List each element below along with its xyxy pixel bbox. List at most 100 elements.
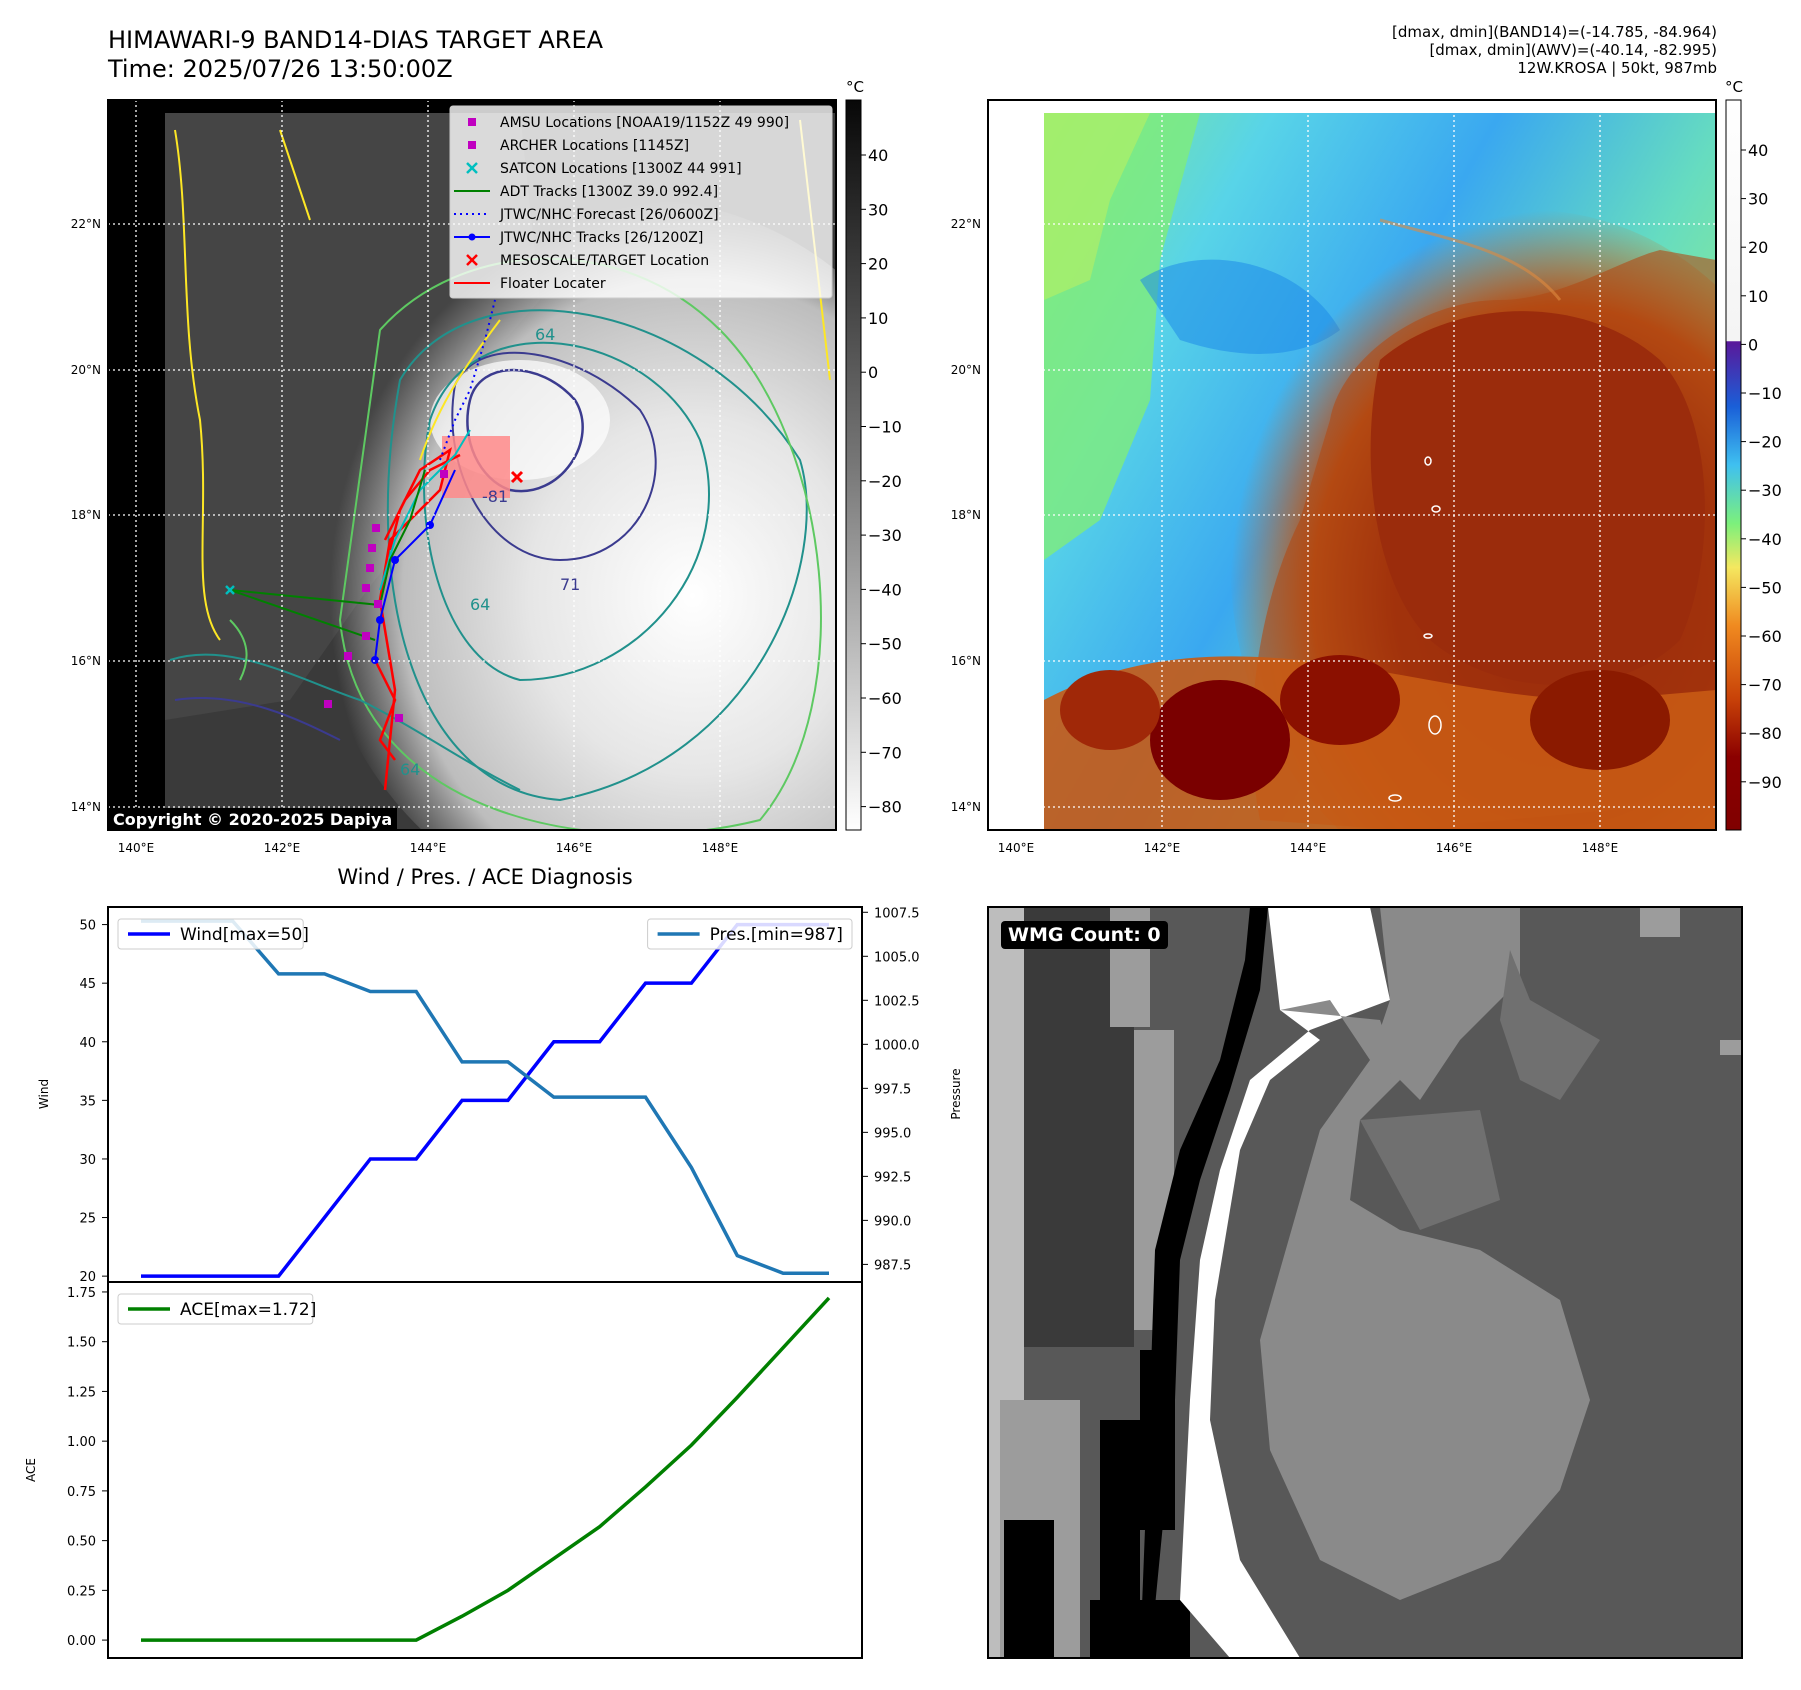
colorbar-tick-label: −70 (868, 743, 902, 762)
lon-tick-label: 146°E (556, 841, 593, 855)
colorbar-tick-label: 20 (868, 255, 888, 274)
pressure-axis-label: Pressure (949, 1068, 963, 1119)
y-tick-label: 45 (79, 977, 96, 992)
colorbar-unit: °C (1725, 78, 1743, 96)
diagnosis-title: Wind / Pres. / ACE Diagnosis (337, 865, 632, 889)
colorbar-tick-label: −70 (1748, 676, 1782, 695)
legend-label: ARCHER Locations [1145Z] (500, 138, 689, 154)
y-tick-label: 0.00 (67, 1634, 96, 1649)
y-right-tick-label: 990.0 (874, 1214, 911, 1229)
legend-label: JTWC/NHC Forecast [26/0600Z] (499, 207, 719, 223)
y-tick-label: 0.75 (67, 1485, 96, 1500)
colorbar-tick-label: 10 (1748, 287, 1768, 306)
legend-marker (468, 141, 476, 149)
y-right-tick-label: 1002.5 (874, 994, 920, 1009)
lon-tick-label: 144°E (1290, 841, 1327, 855)
colorbar-unit: °C (846, 78, 864, 96)
colorbar-tick-label: −20 (868, 472, 902, 491)
colorbar-tick-label: −30 (868, 526, 902, 545)
colorbar-tick-label: 0 (868, 363, 878, 382)
lon-tick-label: 144°E (410, 841, 447, 855)
series-line-0 (141, 922, 829, 1278)
lat-tick-label: 14°N (951, 800, 981, 814)
y-tick-label: 50 (79, 919, 96, 934)
lon-tick-label: 140°E (998, 841, 1035, 855)
ir-colorbar: °C 40 30 20 10 0 −10 −20 −30 −40 −50 −60 −70 −80 (845, 78, 902, 831)
map-legend: AMSU Locations [NOAA19/1152Z 49 990] ARCH… (449, 105, 833, 299)
map-axis-ticks: 140°E 142°E 144°E 146°E 148°E 22°N 20°N 18°N 16°… (71, 217, 1619, 855)
y-tick-label: 1.00 (67, 1435, 96, 1450)
legend-marker (466, 254, 478, 266)
y-tick-label: 25 (79, 1212, 96, 1227)
colorbar-tick-label: 30 (1748, 190, 1768, 209)
wind-axis-label: Wind (37, 1079, 51, 1109)
legend-marker (466, 162, 478, 174)
legend-label: Floater Locater (500, 276, 606, 292)
lon-tick-label: 148°E (702, 841, 739, 855)
lon-tick-label: 148°E (1582, 841, 1619, 855)
y-tick-label: 30 (79, 1153, 96, 1168)
y-right-tick-label: 1007.5 (874, 906, 920, 921)
colorbar-tick-label: −10 (1748, 384, 1782, 403)
wmg-count-badge: WMG Count: 0 (1001, 921, 1168, 949)
colorbar-tick-label: −40 (1748, 530, 1782, 549)
colorbar-tick-label: −50 (868, 635, 902, 654)
series-line-0 (141, 1296, 831, 1642)
contour-label: -81 (482, 487, 508, 506)
lat-tick-label: 16°N (71, 654, 101, 668)
chart-legend (117, 918, 304, 950)
legend-label: MESOSCALE/TARGET Location (500, 253, 709, 269)
y-tick-label: 0.50 (67, 1535, 96, 1550)
lat-tick-label: 22°N (71, 217, 101, 231)
lat-tick-label: 14°N (71, 800, 101, 814)
y-right-tick-label: 995.0 (874, 1126, 911, 1141)
lon-tick-label: 140°E (118, 841, 155, 855)
lon-tick-label: 146°E (1436, 841, 1473, 855)
wmg-panel (988, 907, 1742, 1658)
legend-marker (468, 233, 476, 241)
y-tick-label: 20 (79, 1270, 96, 1285)
chart-legend-label: Pres.[min=987] (710, 925, 843, 945)
storm-info: 12W.KROSA | 50kt, 987mb (1517, 59, 1717, 77)
y-right-tick-label: 987.5 (874, 1258, 911, 1273)
lat-tick-label: 18°N (951, 508, 981, 522)
wind-pressure-chart: 20 25 30 35 40 45 50 987.5 990.0 992.5 995.0 997.5 1… (37, 906, 963, 1285)
colorbar-tick-label: 0 (1748, 335, 1758, 354)
colorbar-tick-label: 10 (868, 309, 888, 328)
copyright-label: Copyright © 2020-2025 Dapiya (108, 808, 398, 831)
colorbar-tick-label: −30 (1748, 481, 1782, 500)
lat-tick-label: 20°N (951, 363, 981, 377)
y-tick-label: 0.25 (67, 1584, 96, 1599)
colorbar-tick-label: −50 (1748, 578, 1782, 597)
colorbar-tick-label: −90 (1748, 773, 1782, 792)
awv-colorbar: °C 40 30 20 10 0 −10 −20 −30 −40 −50 −60 −70 −80 −90 (1725, 78, 1782, 831)
contour-label: 64 (470, 595, 490, 614)
band14-range: [dmax, dmin](BAND14)=(-14.785, -84.964) (1392, 23, 1717, 41)
lat-tick-label: 22°N (951, 217, 981, 231)
contour-label: 64 (400, 760, 420, 779)
legend-label: SATCON Locations [1300Z 44 991] (500, 161, 742, 177)
y-tick-label: 35 (79, 1094, 96, 1109)
colorbar-tick-label: 40 (868, 146, 888, 165)
chart-legend (117, 1293, 314, 1325)
target-area-box (442, 436, 510, 498)
colorbar-tick-label: 30 (868, 200, 888, 219)
figure-time: Time: 2025/07/26 13:50:00Z (108, 55, 453, 83)
colorbar-tick-label: 40 (1748, 141, 1768, 160)
colorbar-tick-label: −60 (868, 689, 902, 708)
y-tick-label: 1.25 (67, 1385, 96, 1400)
colorbar-tick-label: −20 (1748, 433, 1782, 452)
colorbar-tick-label: −80 (1748, 724, 1782, 743)
legend-label: AMSU Locations [NOAA19/1152Z 49 990] (500, 115, 789, 131)
legend-marker (468, 118, 476, 126)
ace-chart: 0.00 0.25 0.50 0.75 1.00 1.25 1.50 1.75 ACE[max=… (24, 1281, 863, 1659)
chart-legend (647, 918, 853, 950)
y-right-tick-label: 997.5 (874, 1082, 911, 1097)
awv-range: [dmax, dmin](AWV)=(-40.14, -82.995) (1429, 41, 1717, 59)
awv-map-panel (988, 100, 1716, 830)
y-tick-label: 1.75 (67, 1286, 96, 1301)
colorbar-tick-label: −60 (1748, 627, 1782, 646)
y-right-tick-label: 1000.0 (874, 1038, 920, 1053)
y-tick-label: 1.50 (67, 1336, 96, 1351)
